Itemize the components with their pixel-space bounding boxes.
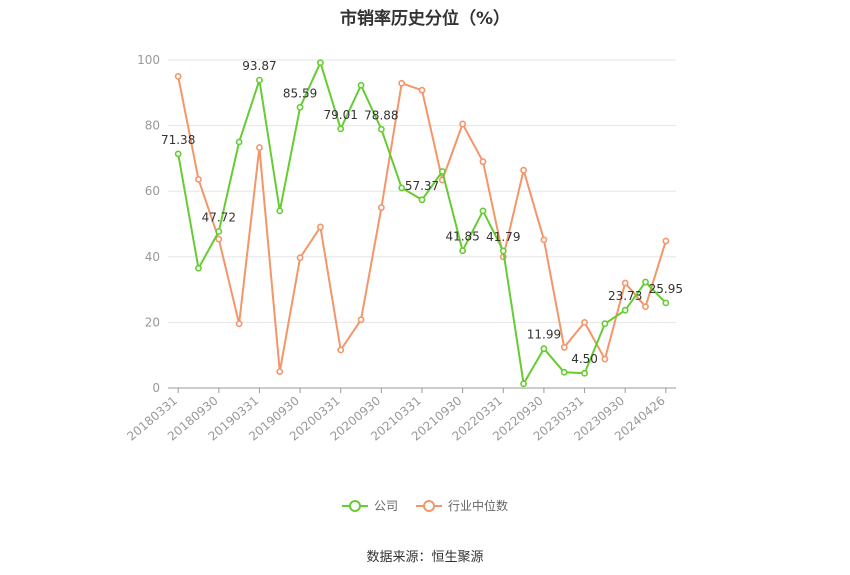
point-industry-20181231 bbox=[235, 320, 243, 328]
point-company-20230930 bbox=[621, 306, 629, 314]
y-tick-label-100: 100 bbox=[137, 53, 160, 67]
legend-item-company[interactable]: 公司 bbox=[341, 497, 398, 514]
point-company-20220930 bbox=[540, 345, 548, 353]
point-company-20180930 bbox=[215, 228, 223, 235]
point-company-20180331 bbox=[174, 150, 182, 158]
point-industry-20180331 bbox=[174, 73, 182, 80]
point-company-20210331 bbox=[418, 196, 426, 204]
point-company-20191231 bbox=[316, 59, 324, 67]
legend-label-company: 公司 bbox=[373, 499, 398, 513]
point-industry-20230331 bbox=[581, 318, 588, 326]
point-industry-20200630 bbox=[357, 316, 365, 324]
point-company-20201231 bbox=[398, 184, 406, 192]
legend-marker-industry bbox=[416, 499, 442, 513]
point-industry-20221231 bbox=[560, 343, 568, 351]
point-industry-20220630 bbox=[520, 166, 527, 174]
y-tick-label-0: 0 bbox=[152, 381, 160, 395]
data-label-20210930: 41.85 bbox=[445, 230, 479, 244]
point-industry-20230630 bbox=[601, 355, 609, 363]
point-industry-20190930 bbox=[296, 254, 304, 262]
data-label-20210331: 57.37 bbox=[405, 179, 439, 193]
data-label-20200331: 79.01 bbox=[324, 108, 358, 122]
point-company-20190930 bbox=[296, 103, 304, 111]
source-note: 数据来源：恒生聚源 bbox=[366, 550, 484, 565]
point-industry-20211231 bbox=[479, 158, 487, 166]
point-industry-20201231 bbox=[398, 79, 406, 87]
point-industry-20230930 bbox=[621, 279, 629, 287]
data-label-20230331: 4.50 bbox=[571, 352, 598, 366]
y-tick-label-20: 20 bbox=[145, 315, 160, 329]
point-industry-20200331 bbox=[337, 346, 345, 354]
series-layer bbox=[174, 59, 670, 388]
point-company-20190630 bbox=[276, 207, 284, 215]
point-company-20240426 bbox=[662, 299, 670, 307]
point-company-20181231 bbox=[235, 138, 243, 146]
series-line-industry bbox=[177, 76, 667, 373]
chart-title: 市销率历史分位（%） bbox=[339, 9, 511, 29]
point-company-20221231 bbox=[560, 368, 568, 376]
point-industry-20180630 bbox=[195, 175, 202, 183]
legend: 公司 行业中位数 bbox=[0, 497, 850, 514]
point-company-20230331 bbox=[581, 369, 588, 377]
data-label-20190331: 93.87 bbox=[242, 59, 276, 73]
point-industry-20190630 bbox=[276, 368, 284, 375]
axis-layer: 0204060801002018033120180930201903312019… bbox=[124, 53, 676, 444]
grid-layer bbox=[168, 59, 676, 323]
point-company-20180630 bbox=[195, 264, 202, 272]
point-company-20231231 bbox=[642, 278, 649, 286]
y-tick-label-60: 60 bbox=[145, 184, 160, 198]
point-industry-20210930 bbox=[459, 120, 467, 128]
point-industry-20191231 bbox=[316, 223, 324, 231]
data-label-20180331: 71.38 bbox=[161, 133, 195, 147]
point-company-20210630 bbox=[438, 168, 446, 175]
point-company-20220630 bbox=[520, 380, 527, 388]
y-tick-label-40: 40 bbox=[145, 250, 160, 264]
point-company-20200331 bbox=[337, 125, 345, 133]
point-company-20200630 bbox=[357, 81, 365, 89]
legend-item-industry[interactable]: 行业中位数 bbox=[416, 497, 508, 514]
point-company-20230630 bbox=[601, 320, 609, 328]
y-tick-label-80: 80 bbox=[145, 119, 160, 133]
point-company-20200930 bbox=[377, 125, 385, 133]
point-industry-20180930 bbox=[215, 235, 223, 243]
point-company-20210930 bbox=[459, 247, 467, 255]
legend-label-industry: 行业中位数 bbox=[448, 499, 509, 513]
point-industry-20231231 bbox=[642, 303, 649, 311]
data-label-20190930: 85.59 bbox=[283, 86, 317, 100]
data-label-20220930: 11.99 bbox=[527, 328, 561, 342]
label-layer: 71.38 47.72 93.87 85.59 79.01 78.88 57.37 41.85… bbox=[161, 59, 683, 366]
data-label-20220331: 41.79 bbox=[486, 230, 520, 244]
point-industry-20240426 bbox=[662, 237, 670, 245]
point-industry-20220930 bbox=[540, 236, 548, 244]
point-company-20211231 bbox=[479, 207, 487, 215]
data-label-20180930: 47.72 bbox=[202, 210, 236, 224]
point-industry-20190331 bbox=[256, 144, 263, 151]
legend-marker-company bbox=[341, 499, 368, 513]
data-label-20240426: 25.95 bbox=[649, 282, 683, 296]
data-label-20200930: 78.88 bbox=[364, 108, 398, 122]
point-company-20220331 bbox=[499, 247, 507, 255]
data-label-20230930: 23.73 bbox=[608, 289, 642, 303]
point-industry-20210331 bbox=[418, 86, 426, 94]
point-industry-20200930 bbox=[377, 204, 385, 211]
point-company-20190331 bbox=[256, 76, 263, 84]
